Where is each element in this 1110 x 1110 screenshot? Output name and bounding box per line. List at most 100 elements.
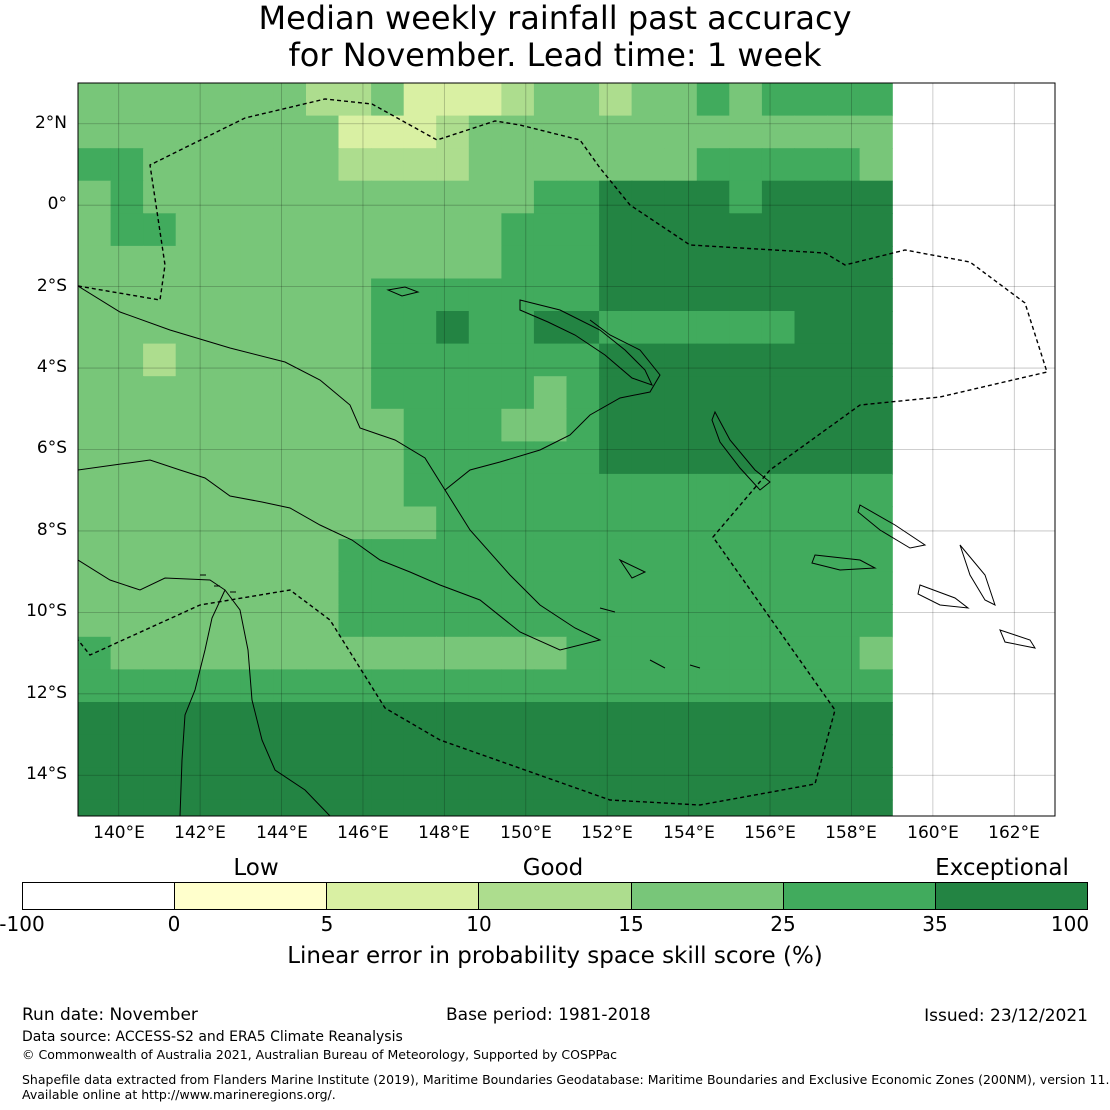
grid-cell bbox=[436, 376, 470, 410]
grid-cell bbox=[240, 83, 274, 117]
grid-cell bbox=[306, 83, 340, 117]
grid-cell bbox=[664, 83, 698, 117]
grid-cell bbox=[729, 539, 763, 573]
grid-cell bbox=[338, 702, 372, 736]
lat-tick: 2°N bbox=[34, 113, 67, 133]
grid-cell bbox=[501, 441, 535, 475]
grid-cell bbox=[338, 311, 372, 345]
grid-cell bbox=[240, 473, 274, 508]
grid-cell bbox=[338, 278, 372, 312]
grid-cell bbox=[403, 767, 437, 801]
grid-cell bbox=[273, 180, 307, 214]
grid-cell bbox=[827, 767, 861, 801]
grid-cell bbox=[761, 669, 796, 703]
grid-cell bbox=[143, 441, 177, 475]
grid-cell bbox=[729, 636, 763, 670]
grid-cell bbox=[468, 213, 502, 247]
grid-cell bbox=[110, 213, 144, 247]
grid-cell bbox=[436, 343, 470, 377]
grid-cell bbox=[208, 473, 242, 508]
grid-cell bbox=[566, 343, 600, 377]
grid-cell bbox=[761, 604, 796, 638]
grid-cell bbox=[143, 473, 177, 508]
grid-cell bbox=[501, 115, 535, 149]
lon-tick: 152°E bbox=[581, 823, 633, 843]
grid-cell bbox=[696, 408, 730, 442]
grid-cell bbox=[761, 734, 796, 768]
grid-cell bbox=[599, 148, 633, 182]
grid-cell bbox=[566, 83, 600, 117]
grid-cell bbox=[696, 539, 730, 573]
grid-cell bbox=[240, 506, 274, 540]
grid-cell bbox=[566, 669, 600, 703]
grid-cell bbox=[501, 343, 535, 377]
grid-cell bbox=[240, 734, 274, 768]
grid-cell bbox=[761, 180, 796, 214]
grid-cell bbox=[468, 669, 502, 703]
grid-cell bbox=[729, 604, 763, 638]
grid-cell bbox=[403, 343, 437, 377]
grid-cell bbox=[729, 343, 763, 377]
grid-cell bbox=[599, 473, 633, 508]
grid-cell bbox=[143, 83, 177, 117]
grid-cell bbox=[143, 343, 177, 377]
eez-boundaries bbox=[78, 98, 1048, 806]
grid-cell bbox=[631, 278, 665, 312]
grid-cell bbox=[859, 636, 893, 670]
grid-cell bbox=[468, 767, 502, 801]
lat-tick: 10°S bbox=[26, 601, 67, 621]
grid-cell bbox=[729, 213, 763, 247]
grid-cell bbox=[729, 734, 763, 768]
grid-cell bbox=[306, 702, 340, 736]
grid-cell bbox=[533, 702, 568, 736]
grid-cell bbox=[533, 799, 568, 816]
grid-cell bbox=[175, 343, 209, 377]
grid-cell bbox=[566, 213, 600, 247]
grid-cell bbox=[794, 213, 828, 247]
grid-cell bbox=[631, 767, 665, 801]
grid-cell bbox=[468, 799, 502, 816]
grid-cell bbox=[175, 604, 209, 638]
grid-cell bbox=[566, 539, 600, 573]
grid-cell bbox=[208, 311, 242, 345]
grid-cell bbox=[338, 734, 372, 768]
grid-cell bbox=[208, 734, 242, 768]
grid-cell bbox=[599, 180, 633, 214]
grid-cell bbox=[599, 636, 633, 670]
grid-cell bbox=[78, 767, 112, 801]
grid-cell bbox=[338, 180, 372, 214]
grid-cell bbox=[371, 604, 405, 638]
grid-cell bbox=[501, 83, 535, 117]
grid-cell bbox=[208, 376, 242, 410]
grid-cell bbox=[306, 115, 340, 149]
grid-cell bbox=[208, 539, 242, 573]
grid-cell bbox=[696, 180, 730, 214]
grid-cell bbox=[794, 83, 828, 117]
grid-cell bbox=[859, 408, 893, 442]
grid-cell bbox=[208, 669, 242, 703]
grid-cell bbox=[78, 180, 112, 214]
grid-cell bbox=[403, 213, 437, 247]
base-period: Base period: 1981-2018 bbox=[446, 1005, 651, 1025]
grid-cell bbox=[403, 83, 437, 117]
data-source: Data source: ACCESS-S2 and ERA5 Climate … bbox=[22, 1029, 403, 1045]
grid-cell bbox=[208, 148, 242, 182]
grid-cell bbox=[696, 376, 730, 410]
grid-cell bbox=[306, 408, 340, 442]
grid-cell bbox=[306, 245, 340, 280]
grid-cell bbox=[436, 278, 470, 312]
grid-cell bbox=[306, 669, 340, 703]
grid-cell bbox=[273, 115, 307, 149]
grid-cell bbox=[468, 83, 502, 117]
grid-cell bbox=[566, 702, 600, 736]
new-guinea-coast bbox=[78, 285, 602, 651]
grid-cell bbox=[631, 408, 665, 442]
manus-island bbox=[386, 286, 420, 297]
grid-cell bbox=[729, 376, 763, 410]
grid-cell bbox=[208, 180, 242, 214]
grid-cell bbox=[338, 408, 372, 442]
grid-cell bbox=[436, 83, 470, 117]
grid-cell bbox=[436, 408, 470, 442]
grid-cell bbox=[110, 571, 144, 605]
grid-cell bbox=[403, 734, 437, 768]
